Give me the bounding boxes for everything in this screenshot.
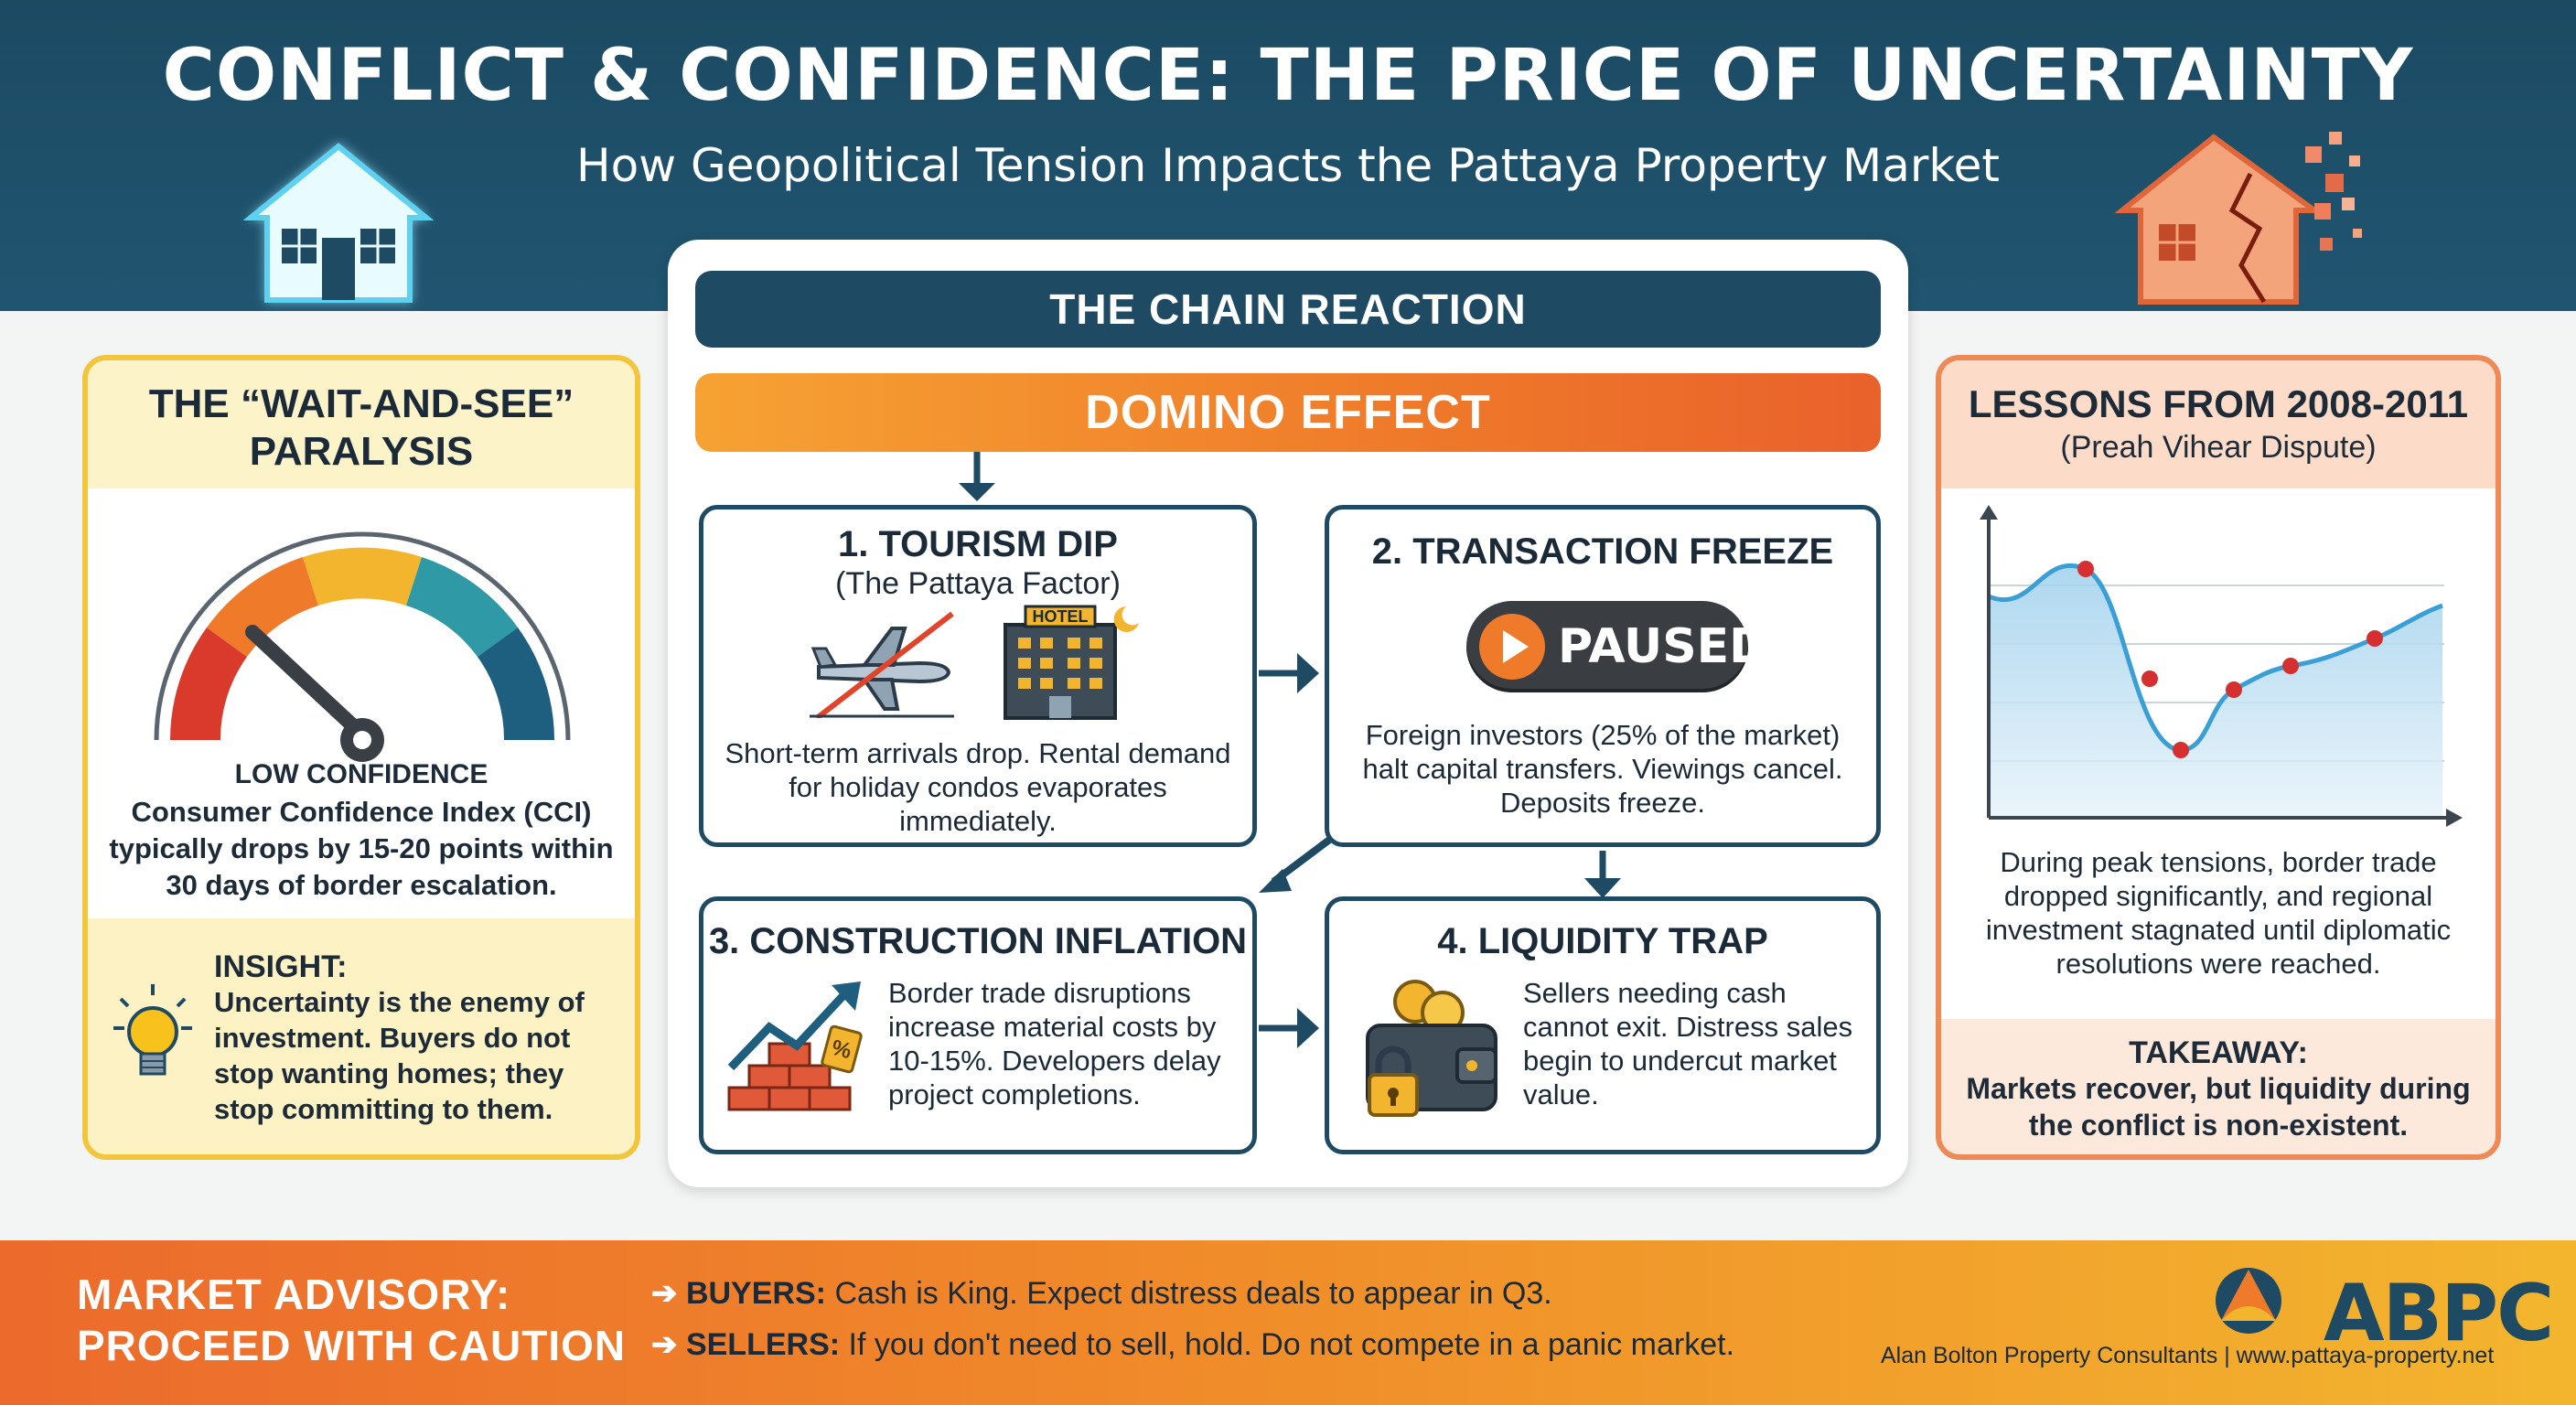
gauge-label: LOW CONFIDENCE xyxy=(234,759,488,789)
buyers-label: BUYERS: xyxy=(685,1276,826,1311)
insight-text: Uncertainty is the enemy of investment. … xyxy=(214,986,585,1125)
abpc-logo-icon xyxy=(2216,1268,2281,1334)
lessons-header: LESSONS FROM 2008-2011 (Preah Vihear Dis… xyxy=(1941,360,2496,488)
footer-credit: Alan Bolton Property Consultants | www.p… xyxy=(1881,1343,2495,1368)
wait-and-see-panel: THE “WAIT-AND-SEE” PARALYSIS LOW CONFIDE… xyxy=(82,355,640,1160)
step1-subtitle: (The Pattaya Factor) xyxy=(835,566,1121,601)
step2-text: Foreign investors (25% of the market) ha… xyxy=(1362,719,1843,819)
sellers-advice: ➔ SELLERS: If you don't need to sell, ho… xyxy=(651,1326,1734,1363)
airplane-crossed-icon xyxy=(810,611,954,718)
lessons-text: During peak tensions, border trade dropp… xyxy=(1985,846,2452,980)
wait-and-see-header: THE “WAIT-AND-SEE” PARALYSIS xyxy=(88,360,635,488)
step-construction-inflation: 3. CONSTRUCTION INFLATION % Border trade… xyxy=(699,896,1257,1154)
step1-title: 1. TOURISM DIP xyxy=(838,524,1118,564)
chart-point xyxy=(2367,630,2383,647)
advisory-title-line2: PROCEED WITH CAUTION xyxy=(77,1322,627,1369)
market-advisory-footer: MARKET ADVISORY: PROCEED WITH CAUTION ➔ … xyxy=(0,1240,2576,1405)
arrow-right-icon: ➔ xyxy=(651,1327,678,1362)
step4-text: Sellers needing cash cannot exit. Distre… xyxy=(1523,977,1853,1110)
chart-point xyxy=(2226,681,2242,698)
hotel-icon: HOTEL xyxy=(1004,605,1139,720)
chart-point xyxy=(2141,670,2158,687)
step4-title: 4. LIQUIDITY TRAP xyxy=(1437,921,1768,961)
chart-point xyxy=(2282,658,2299,674)
sellers-label: SELLERS: xyxy=(685,1327,841,1362)
chart-point xyxy=(2077,561,2094,577)
paused-label: PAUSED xyxy=(1558,619,1769,674)
glowing-house-icon xyxy=(242,143,435,303)
lessons-subtitle: (Preah Vihear Dispute) xyxy=(2060,430,2377,465)
takeaway-heading: TAKEAWAY: xyxy=(2129,1035,2308,1070)
play-icon xyxy=(1479,614,1545,680)
paused-badge: PAUSED xyxy=(1466,601,1768,692)
step-transaction-freeze: 2. TRANSACTION FREEZE PAUSED Foreign inv… xyxy=(1325,505,1881,847)
abpc-logo-text: ABPC xyxy=(2324,1268,2554,1359)
lessons-title: LESSONS FROM 2008-2011 xyxy=(1968,382,2469,425)
step-tourism-dip: 1. TOURISM DIP (The Pattaya Factor) HOTE… xyxy=(699,505,1257,847)
step-liquidity-trap: 4. LIQUIDITY TRAP Sellers needing cash c… xyxy=(1325,896,1881,1154)
buyers-advice: ➔ BUYERS: Cash is King. Expect distress … xyxy=(651,1275,1552,1312)
step3-text: Border trade disruptions increase materi… xyxy=(888,977,1221,1110)
domino-effect-title: DOMINO EFFECT xyxy=(695,373,1881,452)
hotel-sign: HOTEL xyxy=(1033,607,1089,626)
cracked-house-icon xyxy=(2114,132,2362,305)
chart-area xyxy=(1989,565,2442,818)
step3-title: 3. CONSTRUCTION INFLATION xyxy=(708,921,1248,961)
arrow-step2-to-step3 xyxy=(1259,869,1292,893)
step1-text: Short-term arrivals drop. Rental demand … xyxy=(724,737,1231,837)
page-title: CONFLICT & CONFIDENCE: THE PRICE OF UNCE… xyxy=(162,35,2414,117)
bricks-rising-chart-icon: % xyxy=(727,981,863,1111)
page-subtitle: How Geopolitical Tension Impacts the Pat… xyxy=(576,139,2000,192)
advisory-title-line1: MARKET ADVISORY: xyxy=(77,1271,511,1318)
chain-reaction-title: THE CHAIN REACTION xyxy=(695,271,1881,348)
takeaway-text: Markets recover, but liquidity during th… xyxy=(1966,1072,2471,1142)
arrow-step3-to-step4 xyxy=(1297,1008,1319,1048)
wait-and-see-title: THE “WAIT-AND-SEE” PARALYSIS xyxy=(148,381,574,474)
arrow-step1-to-step2 xyxy=(1297,653,1319,693)
lightbulb-icon xyxy=(113,984,192,1076)
recovery-trend-chart xyxy=(1980,505,2463,827)
cci-text: Consumer Confidence Index (CCI) typicall… xyxy=(109,796,614,901)
step2-title: 2. TRANSACTION FREEZE xyxy=(1371,531,1834,572)
insight-heading: INSIGHT: xyxy=(214,949,348,984)
lessons-panel: LESSONS FROM 2008-2011 (Preah Vihear Dis… xyxy=(1936,355,2501,1160)
chart-point xyxy=(2173,742,2189,758)
sellers-text: If you don't need to sell, hold. Do not … xyxy=(848,1327,1735,1362)
arrow-step2-to-step4 xyxy=(1584,878,1621,898)
locked-wallet-icon xyxy=(1366,980,1497,1117)
arrow-down-to-step1 xyxy=(959,483,995,501)
flow-arrows xyxy=(959,452,1621,1048)
buyers-text: Cash is King. Expect distress deals to a… xyxy=(834,1276,1552,1311)
arrow-right-icon: ➔ xyxy=(651,1276,678,1311)
confidence-gauge-icon xyxy=(154,531,571,762)
insight-box: INSIGHT: Uncertainty is the enemy of inv… xyxy=(88,918,635,1154)
